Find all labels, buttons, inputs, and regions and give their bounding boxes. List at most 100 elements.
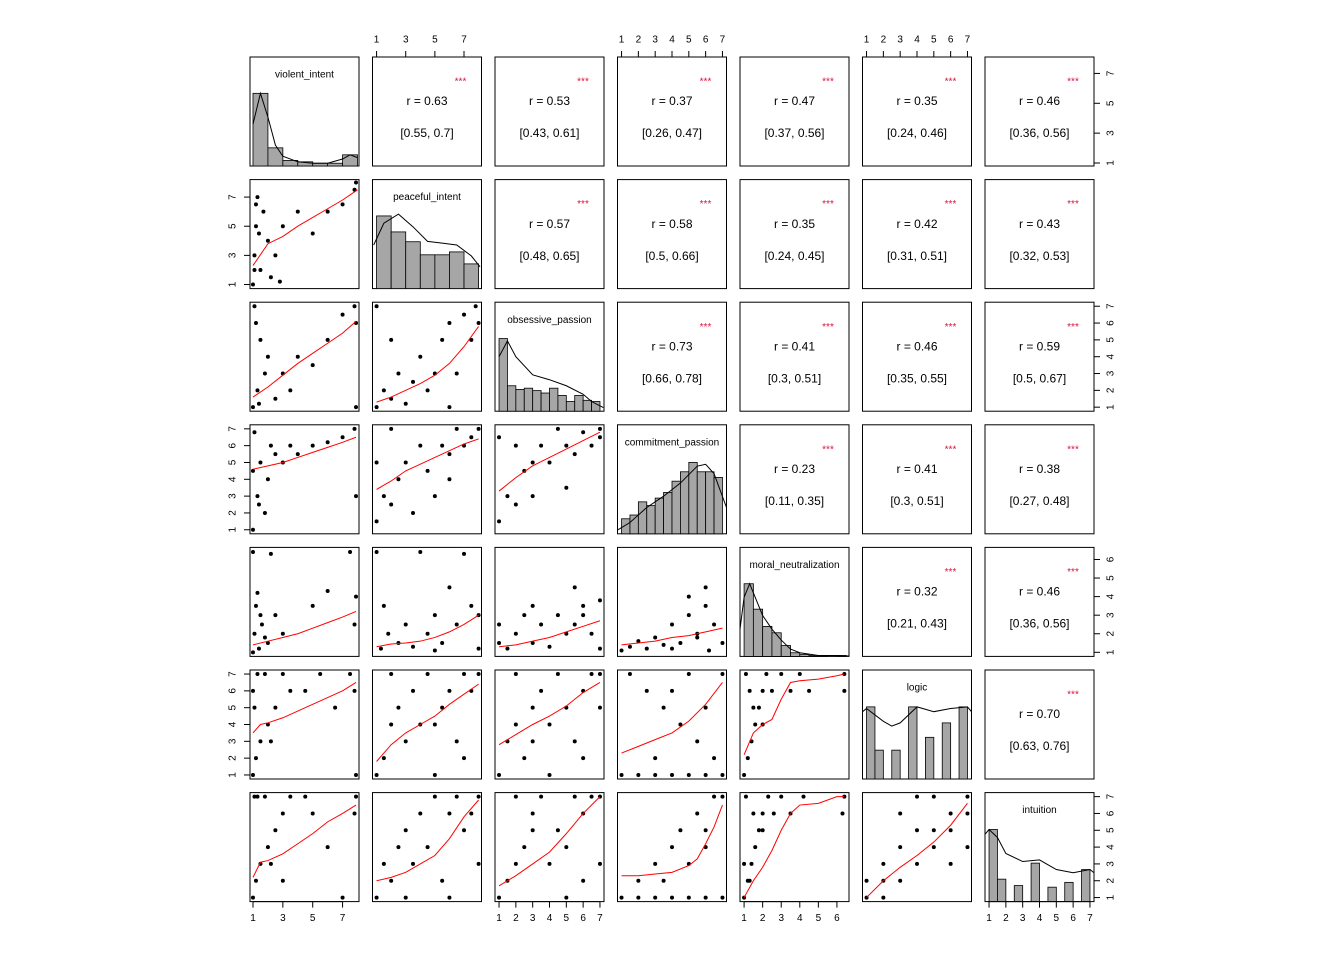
x-tick-label: 5 [432, 35, 438, 46]
scatter-point [807, 688, 812, 693]
scatter-point [396, 371, 401, 376]
variable-name: commitment_passion [625, 437, 719, 448]
scatter-point [374, 519, 379, 524]
scatter-point [760, 688, 765, 693]
density-curve [739, 582, 850, 657]
scatter-point [670, 688, 674, 693]
scatter-point [253, 756, 258, 761]
scatter-point [325, 209, 330, 214]
x-tick-label: 6 [834, 913, 840, 924]
scatter-point [779, 672, 784, 677]
y-tick-label: 6 [1106, 556, 1117, 562]
scatter-point [374, 405, 379, 410]
scatter-point [381, 861, 386, 866]
scatter-point [469, 603, 474, 608]
y-tick-label: 6 [1106, 320, 1117, 326]
x-tick-label: 6 [1070, 913, 1076, 924]
scatter-point [255, 388, 260, 393]
scatter-point [280, 811, 285, 816]
significance-stars: *** [822, 444, 834, 455]
correlation: r = 0.38 [1019, 462, 1060, 476]
y-tick-label: 6 [228, 442, 239, 448]
scatter-point [253, 202, 258, 207]
scatter-point [389, 878, 394, 883]
correlation: r = 0.23 [774, 462, 815, 476]
scatter-point [747, 878, 752, 883]
scatter-point [703, 828, 708, 833]
scatter-point [418, 550, 423, 555]
scatter-point [581, 430, 586, 435]
scatter-point [374, 460, 379, 465]
scatter-point [440, 705, 445, 710]
scatter-point [325, 589, 330, 594]
scatter-point [403, 460, 408, 465]
scatter-point [627, 672, 632, 677]
histogram-bar [637, 501, 648, 535]
scatter-point [265, 238, 270, 243]
scatter-point [432, 613, 437, 618]
scatter-point [256, 401, 261, 406]
scatter-point [411, 688, 416, 693]
x-tick-label: 6 [580, 913, 586, 924]
x-tick-label: 5 [1054, 913, 1060, 924]
histogram-bar [540, 392, 550, 412]
scatter-point [378, 646, 383, 651]
variable-name: obsessive_passion [507, 315, 592, 326]
histogram-bar [252, 92, 269, 167]
histogram-bar [646, 505, 656, 535]
significance-stars: *** [700, 199, 712, 210]
y-tick-label: 3 [228, 738, 239, 744]
scatter-point [703, 603, 708, 608]
significance-stars: *** [945, 77, 957, 88]
smooth-line [866, 803, 968, 898]
y-tick-label: 5 [1106, 575, 1117, 581]
scatter-point [678, 828, 683, 833]
significance-stars: *** [1067, 444, 1079, 455]
scatter-point [469, 435, 474, 440]
scatter-point [252, 304, 257, 309]
scatter-point [425, 468, 430, 473]
scatter-point [310, 603, 315, 608]
scatter-point [476, 861, 481, 866]
scatter-point [764, 672, 769, 677]
variable-name: violent_intent [275, 70, 334, 81]
smooth-line [376, 614, 479, 648]
y-tick-label: 1 [228, 281, 239, 287]
confidence-interval: [0.5, 0.66] [645, 249, 698, 263]
histogram-bar [574, 395, 584, 412]
y-tick-label: 4 [228, 476, 239, 482]
histogram-bar [582, 399, 592, 412]
smooth-line [621, 682, 723, 754]
scatter-point [432, 722, 437, 727]
scatter-point [447, 895, 452, 900]
x-tick-label: 1 [986, 913, 992, 924]
scatter-point [250, 282, 255, 287]
scatter-point [686, 772, 691, 777]
x-tick-label: 1 [864, 35, 870, 46]
scatter-point [476, 794, 481, 799]
confidence-interval: [0.24, 0.46] [887, 126, 947, 140]
scatter-point [432, 772, 437, 777]
significance-stars: *** [700, 322, 712, 333]
scatter-point [462, 312, 467, 317]
scatter-point [743, 794, 748, 799]
scatter-point [797, 672, 802, 677]
histogram-bar [327, 162, 343, 167]
y-tick-label: 3 [228, 493, 239, 499]
scatter-point [273, 828, 278, 833]
scatter-point [581, 603, 586, 608]
scatter-point [396, 705, 401, 710]
scatter-point [589, 631, 594, 636]
scatter-point [760, 828, 765, 833]
scatter-point [258, 267, 263, 272]
y-tick-label: 7 [228, 194, 239, 200]
scatter-point [462, 756, 467, 761]
histogram-bar [565, 401, 576, 412]
scatter-point [678, 641, 683, 646]
scatter-point [352, 811, 357, 816]
histogram-bar [532, 390, 542, 412]
scatter-point [250, 895, 255, 900]
scatter-point [250, 772, 255, 777]
scatter-point [411, 510, 416, 515]
